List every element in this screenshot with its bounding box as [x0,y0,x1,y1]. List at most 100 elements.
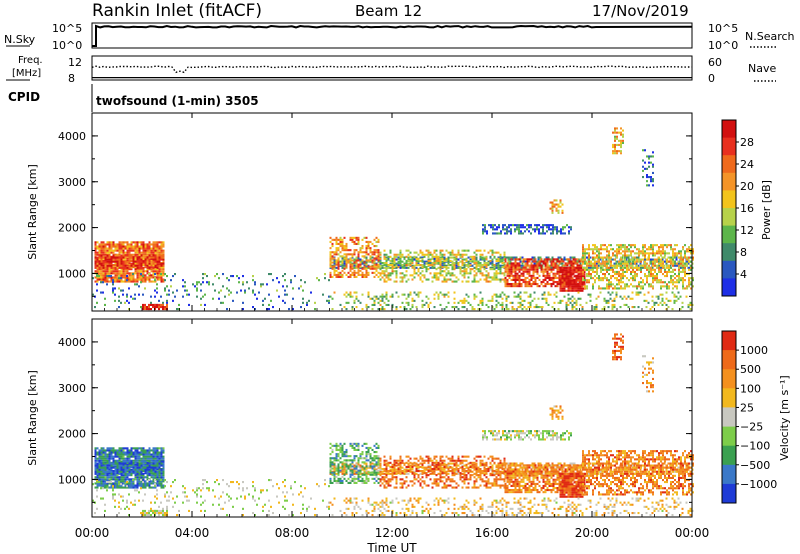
power-cell [542,281,545,284]
power-cell [401,255,404,258]
y-tick-label: 1000 [58,267,86,280]
power-cell [546,262,549,265]
power-cell [512,264,515,267]
power-cell [385,257,388,260]
power-cell [385,266,388,269]
power-cell [437,255,440,258]
power-cell [469,258,472,261]
power-cell [353,258,356,261]
power-cell [116,256,119,259]
power-cell [158,268,161,271]
power-cell [570,226,572,229]
power-cell [677,262,680,265]
power-cell [425,262,428,265]
power-cell [640,277,642,280]
power-cell [549,201,552,204]
power-cell [544,270,547,273]
power-cell [100,291,102,294]
power-cell [172,299,174,302]
power-cell [170,279,172,282]
velocity-cell [132,484,135,487]
power-cell [152,272,155,275]
power-cell [510,264,513,267]
power-cell [534,264,537,267]
power-cell [505,306,508,309]
power-cell [690,281,692,284]
colorbar-segment [722,278,736,297]
power-cell [559,205,562,208]
power-cell [443,280,446,283]
power-cell [546,281,549,284]
power-cell [650,161,652,164]
power-cell [140,266,143,269]
power-cell [397,295,400,298]
power-cell [636,285,638,288]
power-cell [652,248,654,251]
power-cell [140,241,143,244]
power-cell [550,285,553,288]
power-cell [349,263,352,266]
power-cell [590,275,592,278]
power-cell [156,274,159,277]
power-cell [678,250,680,253]
power-cell [112,256,115,259]
power-cell [505,295,508,298]
power-cell [146,266,149,269]
velocity-cell [122,449,125,452]
power-cell [565,273,568,276]
power-cell [638,258,640,261]
power-cell [441,255,444,258]
power-cell [429,259,432,262]
power-cell [578,264,581,267]
power-cell [459,272,462,275]
power-cell [516,266,519,269]
power-cell [588,281,590,284]
power-cell [619,260,622,263]
power-cell [537,306,540,309]
power-cell [116,264,119,267]
velocity-cell [132,486,135,489]
velocity-cell [114,478,117,481]
power-cell [656,277,658,280]
power-cell [662,244,664,247]
velocity-cell [150,480,153,483]
power-cell [134,272,137,275]
power-cell [94,260,97,263]
power-cell [504,258,507,261]
power-cell [611,306,614,309]
power-cell [371,265,374,268]
power-cell [268,308,270,311]
power-cell [504,228,506,231]
power-cell [138,293,140,296]
power-cell [556,283,559,286]
power-cell [349,269,352,272]
power-cell [405,255,408,258]
power-cell [140,281,142,284]
power-cell [335,275,338,278]
velocity-cell [102,455,105,458]
power-cell [116,276,119,279]
power-cell [146,245,149,248]
power-cell [667,306,670,309]
power-cell [347,271,350,274]
power-cell [421,251,424,254]
power-cell [126,262,129,265]
power-cell [443,308,446,311]
power-cell [455,276,458,279]
power-cell [674,277,676,280]
power-cell [479,278,482,281]
power-cell [640,268,642,271]
power-cell [497,278,500,281]
power-cell [616,250,618,253]
power-cell [329,295,332,298]
power-cell [601,266,604,269]
power-cell [431,264,434,267]
power-cell [423,303,426,306]
velocity-cell [150,470,153,473]
power-cell [94,245,97,248]
power-cell [331,251,334,254]
power-cell [675,264,678,267]
power-cell [116,268,119,271]
power-cell [602,244,604,247]
power-cell [569,283,572,286]
